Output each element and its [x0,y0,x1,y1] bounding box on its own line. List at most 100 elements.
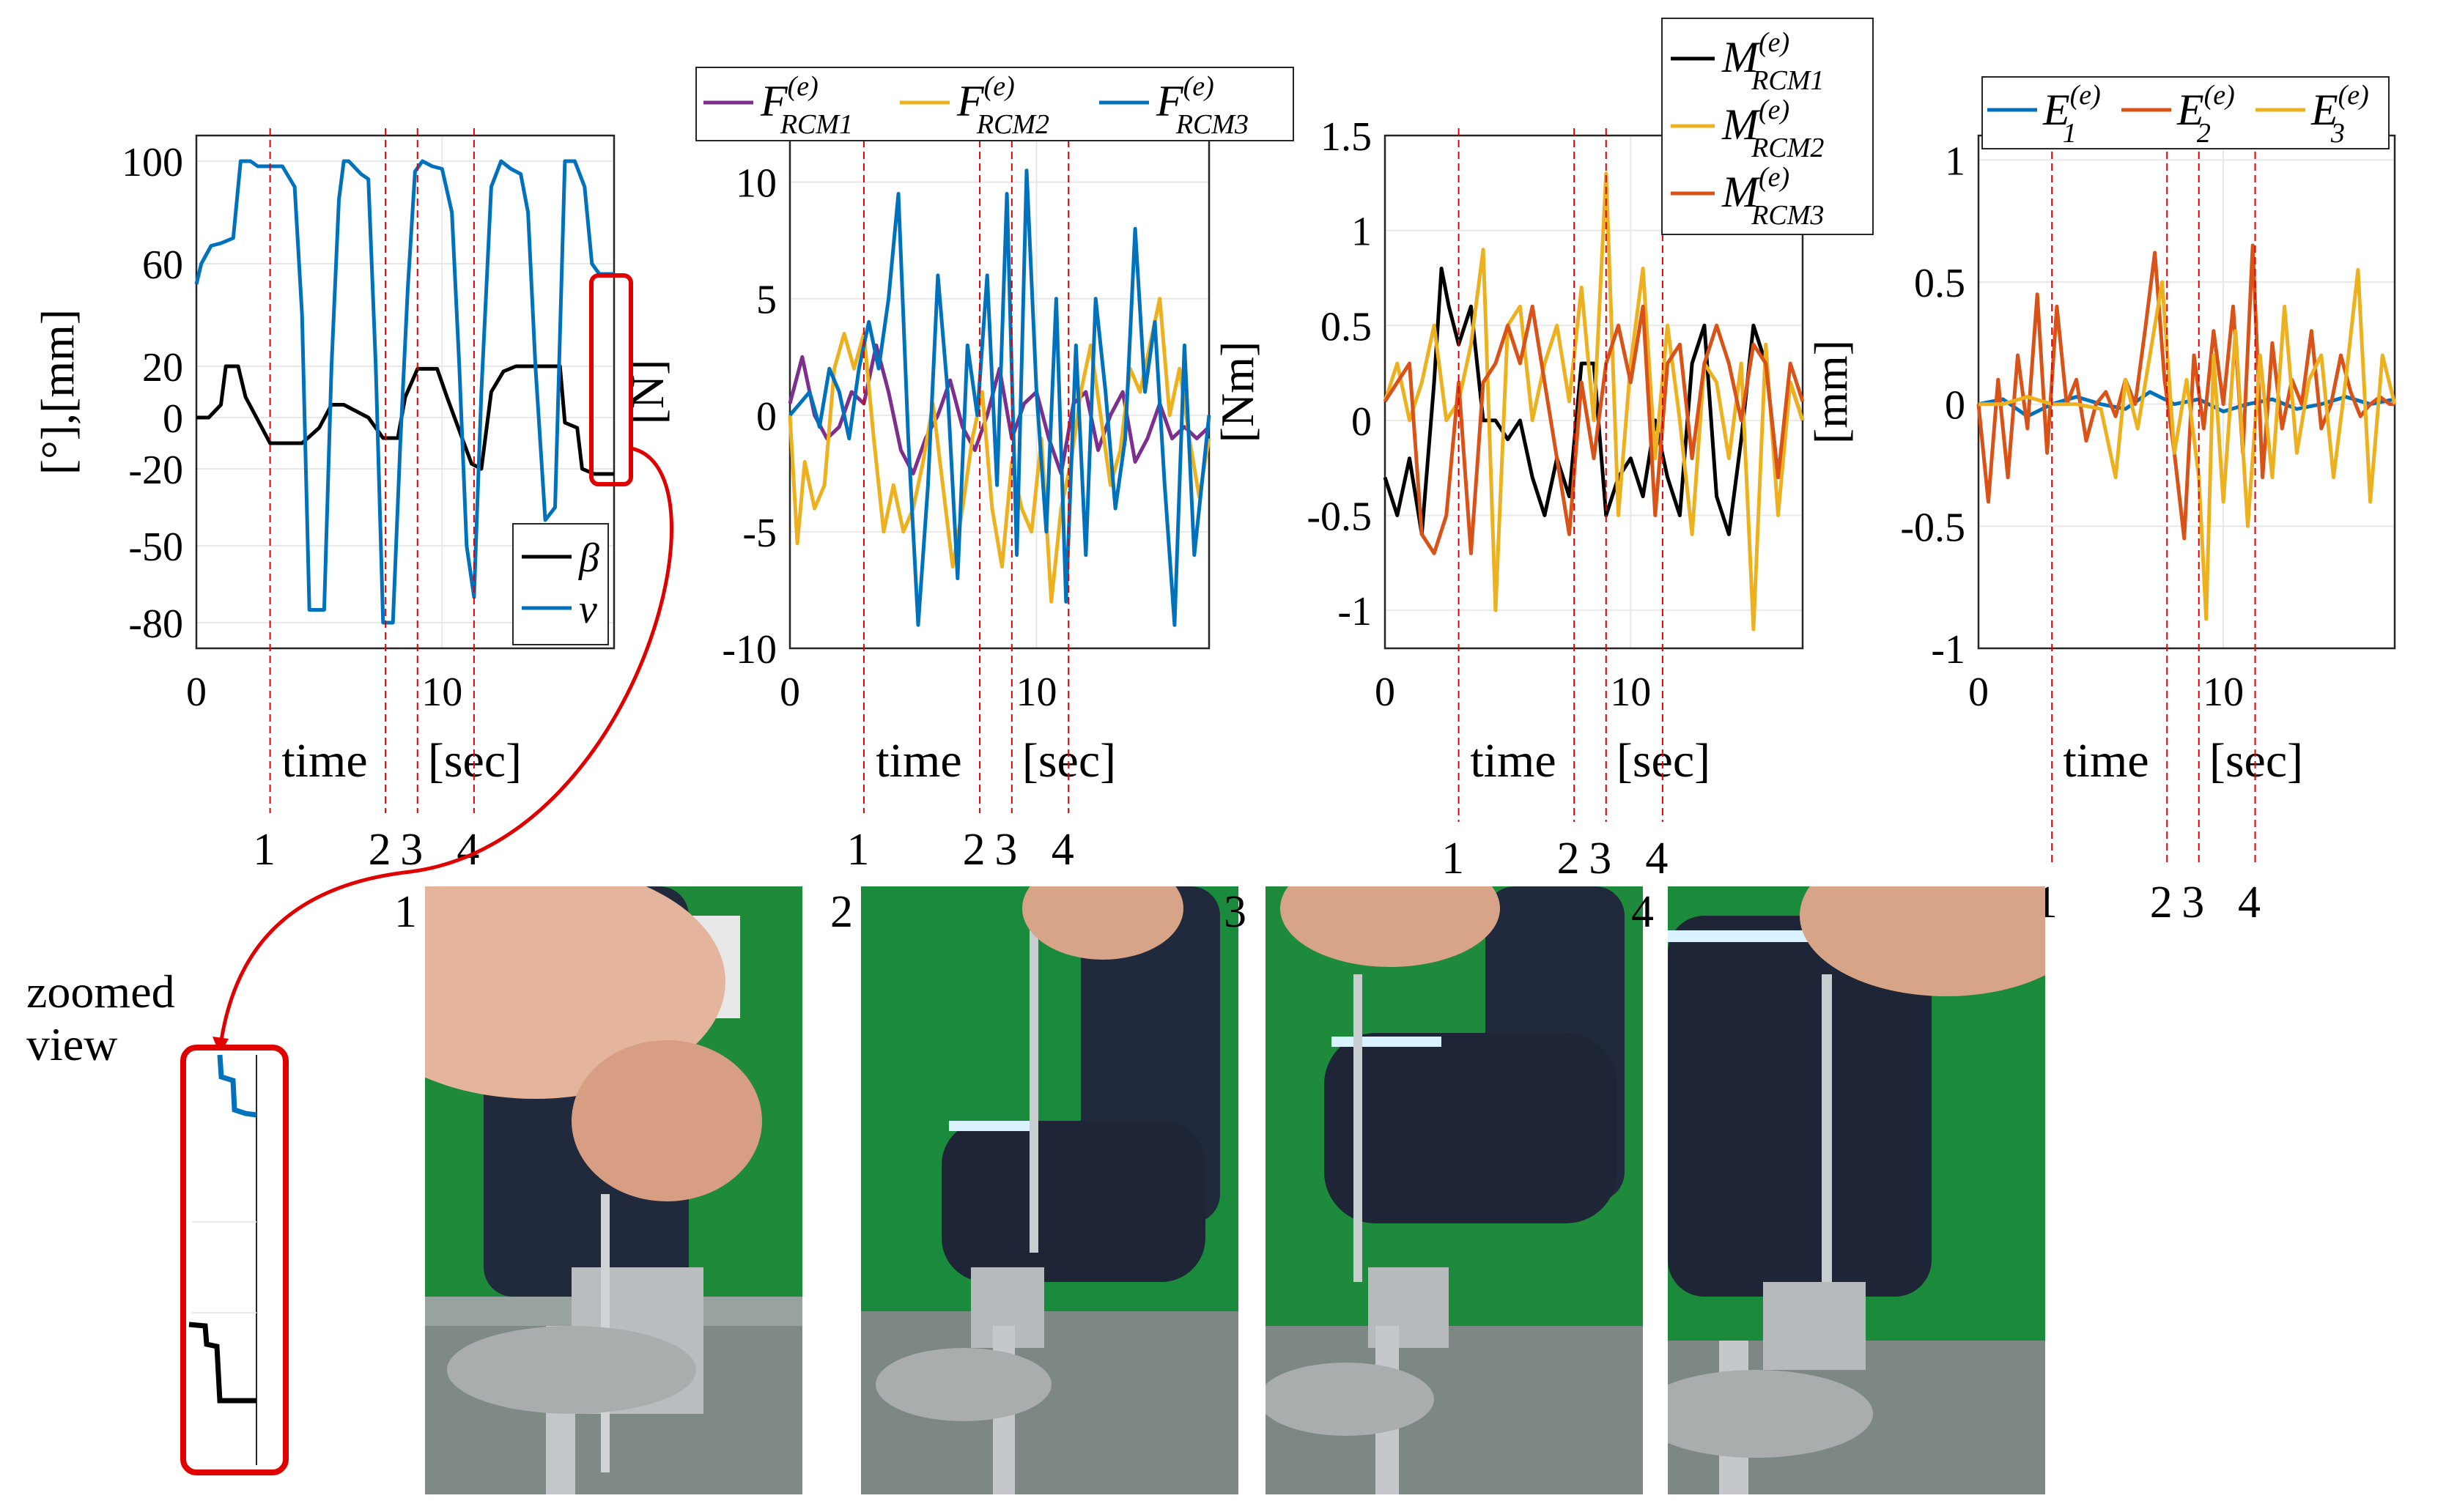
x-tick-label: 10 [421,670,462,715]
y-tick-label: -5 [742,511,777,556]
x-tick-label: 10 [1016,670,1057,715]
axes-box [195,134,616,650]
event-label-2: 2 [2150,878,2173,927]
y-tick-label: -50 [128,525,183,570]
series-line-2 [1383,171,1805,631]
zoomed-v-line [217,1054,257,1118]
y-axis-label-1: [°],[mm] [32,309,84,475]
robot-photo-4-image [1668,886,2045,1494]
axes-box [1383,134,1804,650]
legend-entry: E(e) 1 [2042,80,2101,149]
robot-photo-2-image [861,886,1238,1494]
y-tick-label: 0 [1945,383,1965,429]
legend-chart-1: βv [512,523,609,645]
photo-1 [425,886,802,1494]
legend-entry: M(e) RCM3 [1721,162,1824,231]
x-axis-label-time: time [281,734,367,788]
event-label-3: 3 [2181,878,2204,927]
legend-entry: M(e) RCM1 [1721,27,1824,96]
y-tick-label: -1 [1931,627,1965,672]
series-line-3 [1978,267,2397,621]
series-line-2 [194,159,614,625]
zoomed-caption-line2: view [26,1018,118,1070]
legend-box [695,67,1294,141]
y-tick-label: 1 [1351,210,1372,255]
y-tick-label: 20 [142,345,183,390]
y-tick-label: 0.5 [1914,261,1965,306]
y-tick-label: 100 [122,140,183,185]
legend-entry: F(e) RCM2 [956,71,1049,140]
legend-entry: β [578,536,599,581]
series-line-2 [788,297,1211,604]
event-label-3: 3 [994,825,1017,875]
legend-chart-4: E(e) 1 E(e) 2 E(e) 3 [1981,76,2390,149]
photo-label-2: 2 [830,887,853,937]
event-label-4: 4 [2238,878,2261,927]
legend-entry: v [579,587,597,632]
x-tick-label: 0 [186,670,207,715]
photo-label-1: 1 [394,887,417,937]
x-axis-label-unit: [sec] [428,734,522,788]
y-tick-label: 1 [1945,138,1965,184]
legend-box [1981,76,2390,149]
y-axis-label-3: [Nm] [1211,341,1263,443]
series-line-2 [1976,243,2395,541]
photo-2 [861,886,1238,1494]
y-tick-label: -20 [128,448,183,493]
y-tick-label: -1 [1337,589,1372,634]
y-tick-label: -80 [128,601,183,647]
y-tick-label: 0.5 [1320,304,1372,349]
y-tick-label: 0 [1351,399,1372,445]
series-line-3 [1383,304,1805,555]
event-label-2: 2 [369,825,391,875]
event-label-3: 3 [400,825,423,875]
y-tick-label: 60 [142,242,183,288]
x-tick-label: 10 [1610,670,1651,715]
zoom-source-box [589,273,633,486]
photo-label-3: 3 [1224,887,1246,937]
event-label-4: 4 [1645,834,1668,883]
x-tick-label: 0 [1375,670,1395,715]
event-label-4: 4 [1052,825,1074,875]
x-tick-label: 10 [2203,670,2244,715]
event-label-4: 4 [457,825,479,875]
y-tick-label: -0.5 [1307,494,1372,540]
x-tick-label: 0 [1968,670,1989,715]
photo-label-4: 4 [1631,887,1654,937]
y-tick-label: 1.5 [1320,114,1372,160]
legend-chart-2: F(e) RCM1 F(e) RCM2 F(e) RCM3 [695,67,1294,141]
event-label-1: 1 [253,825,276,875]
event-label-1: 1 [1441,834,1464,883]
legend-entry: E(e) 2 [2176,80,2235,149]
x-axis-label-time: time [876,734,961,788]
x-tick-label: 0 [780,670,800,715]
event-label-3: 3 [1589,834,1611,883]
y-tick-label: -10 [722,627,777,672]
y-tick-label: -0.5 [1900,505,1965,550]
event-label-2: 2 [1557,834,1580,883]
x-axis-label-unit: [sec] [1617,734,1710,788]
y-axis-label-4: [mm] [1805,340,1857,444]
event-label-2: 2 [963,825,986,875]
legend-entry: E(e) 3 [2310,80,2369,149]
robot-photo-3-image [1266,886,1643,1494]
x-axis-label-time: time [1470,734,1556,788]
zoom-layer [180,273,673,1475]
y-tick-label: 0 [163,396,183,442]
zoomed-caption-line1: zoomed [26,966,175,1018]
legend-box [512,523,609,645]
series-line-1 [196,364,614,476]
photo-3 [1266,886,1643,1494]
event-label-1: 1 [846,825,869,875]
y-tick-label: 10 [736,161,777,207]
zoom-connector-arrow [219,446,673,1041]
legend-entry: F(e) RCM3 [1156,71,1249,140]
legend-entry: M(e) RCM2 [1721,94,1824,163]
